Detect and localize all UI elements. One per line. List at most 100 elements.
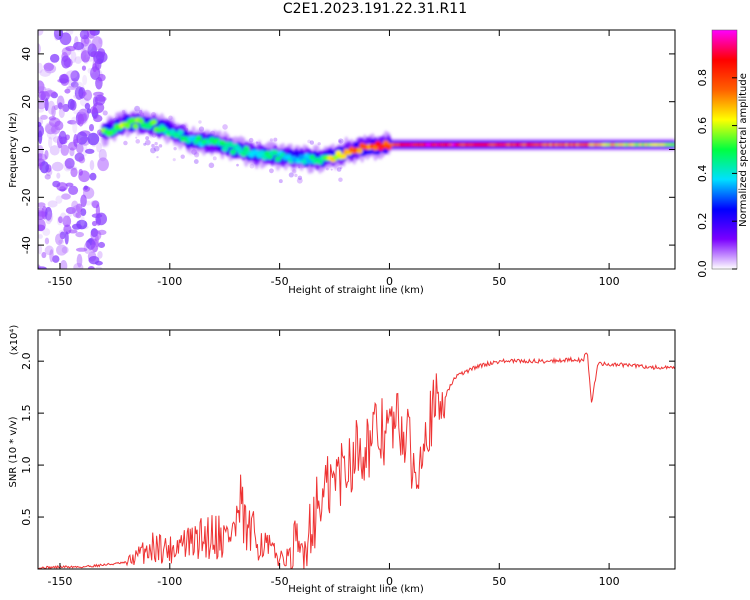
y-tick-label: -20 [20, 188, 33, 206]
ridge-segment [229, 149, 237, 155]
noise-blob [57, 102, 63, 110]
y-tick-label: -40 [20, 236, 33, 254]
noise-blob [70, 167, 78, 178]
noise-blob [59, 231, 66, 240]
noise-blob [56, 172, 61, 179]
noise-blob [61, 47, 72, 57]
noise-blob [71, 223, 82, 230]
noise-blob [75, 203, 83, 213]
noise-dot [296, 177, 303, 184]
spectrogram-xlabel: Height of straight line (km) [288, 285, 424, 296]
noise-dot [338, 177, 343, 182]
noise-blob [44, 88, 53, 97]
snr-scale-label: (x10⁴) [9, 325, 20, 356]
noise-dot [249, 163, 255, 169]
colorbar-label: Normalized spectral amplitude [738, 73, 749, 227]
noise-dot [173, 146, 177, 151]
noise-blob [84, 102, 91, 110]
noise-dot [154, 141, 158, 146]
colorbar-tick-label: 0.2 [696, 212, 709, 230]
x-tick-label: -50 [271, 275, 289, 288]
noise-blob [51, 161, 64, 172]
noise-blob [82, 54, 90, 64]
noise-blob [38, 210, 46, 220]
noise-blob [61, 246, 69, 254]
y-tick-label: 1.0 [20, 456, 33, 474]
noise-blob [38, 30, 44, 36]
noise-blob [65, 207, 77, 214]
noise-dot [193, 159, 199, 164]
noise-dot [102, 110, 108, 116]
noise-blob [38, 218, 46, 232]
colorbar-ticks: 0.0 0.2 0.4 0.6 0.8 [696, 69, 737, 278]
noise-blob [94, 94, 106, 106]
noise-blob [69, 147, 75, 157]
noise-dot [236, 163, 239, 167]
noise-blob [87, 237, 96, 251]
noise-blob [90, 229, 102, 241]
noise-dot [145, 139, 151, 146]
noise-blob [87, 132, 100, 146]
noise-blob [90, 70, 100, 79]
ridge-segment [301, 158, 308, 165]
x-tick-label: -150 [47, 575, 72, 588]
x-tick-label: 50 [492, 275, 506, 288]
snr-frame [37, 329, 676, 570]
snr-line [38, 352, 675, 569]
noise-blob [59, 212, 67, 225]
noise-blob [59, 186, 66, 192]
noise-blob [96, 142, 102, 153]
noise-blob [91, 36, 103, 50]
noise-blob [71, 200, 79, 211]
ridge-segment [274, 156, 282, 162]
snr-axes: -150 -100 -50 0 50 100 0.5 1.0 1.5 2.0 [20, 330, 675, 588]
noise-blob [82, 74, 88, 86]
noise-blob [38, 202, 46, 208]
noise-blob [83, 242, 91, 254]
noise-blob [44, 206, 53, 221]
noise-blob [80, 215, 85, 227]
noise-dot [172, 158, 176, 162]
ridge-segment [340, 153, 347, 160]
noise-dot [212, 156, 217, 161]
noise-blob [51, 124, 58, 133]
noise-blob [95, 76, 103, 90]
noise-blob [78, 168, 83, 176]
noise-blob [49, 53, 60, 63]
x-tick-label: 0 [386, 275, 393, 288]
noise-blob [38, 234, 43, 239]
colorbar-tick-label: 0.0 [696, 260, 709, 278]
noise-blob [71, 116, 78, 126]
noise-blob [73, 133, 79, 147]
x-tick-label: -100 [157, 575, 182, 588]
noise-blob [54, 120, 64, 131]
noise-blob [90, 200, 96, 207]
noise-blob [64, 88, 71, 94]
noise-blob [91, 220, 98, 227]
noise-blob [42, 228, 51, 236]
noise-blob [56, 216, 63, 226]
noise-blob [73, 262, 84, 269]
spectrogram-axes: -150 -100 -50 0 50 100 -40 -20 0 20 40 [20, 30, 675, 288]
x-tick-label: -100 [157, 275, 182, 288]
noise-blob [71, 205, 81, 218]
x-tick-label: -50 [271, 575, 289, 588]
noise-blob [75, 212, 82, 219]
noise-dot [297, 175, 303, 181]
ridge-segment [124, 123, 131, 129]
noise-dot [156, 155, 159, 159]
noise-blob [58, 130, 67, 145]
noise-blob [60, 144, 70, 156]
noise-blob [80, 194, 87, 208]
noise-blob [88, 123, 95, 132]
noise-blob [69, 99, 77, 111]
noise-blob [76, 143, 84, 154]
noise-blob [41, 251, 47, 259]
noise-blob [75, 112, 82, 126]
noise-blob [86, 108, 92, 114]
noise-blob [78, 156, 86, 164]
noise-blob [38, 153, 48, 162]
noise-blob [70, 81, 79, 88]
noise-blob [73, 41, 85, 51]
